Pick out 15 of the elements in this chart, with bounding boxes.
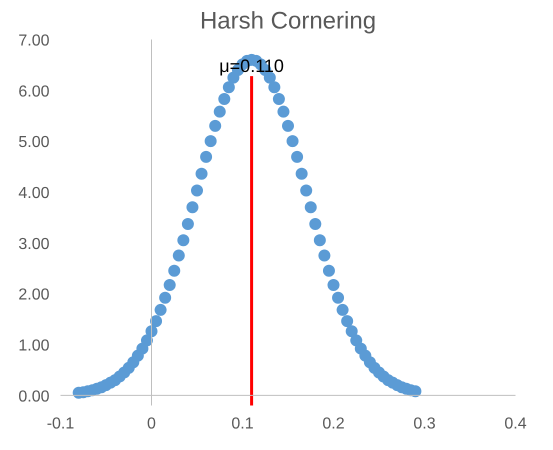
- y-tick-label: 4.00: [18, 185, 50, 202]
- y-tick-label: 7.00: [18, 32, 50, 50]
- y-tick-label: 3.00: [18, 236, 50, 253]
- x-tick-label: 0.4: [504, 416, 527, 432]
- y-tick-label: 5.00: [18, 134, 50, 152]
- y-tick-label: 0.00: [18, 388, 50, 406]
- x-tick-label: -0.1: [46, 416, 74, 432]
- x-tick-label: 0.3: [413, 416, 436, 432]
- x-tick-label: 0: [147, 416, 156, 432]
- chart-title: Harsh Cornering: [200, 8, 376, 34]
- y-tick-label: 6.00: [18, 83, 50, 100]
- y-tick-label: 1.00: [18, 338, 50, 354]
- x-tick-label: 0.2: [322, 416, 345, 432]
- y-tick-label: 2.00: [18, 286, 50, 304]
- x-tick-label: 0.1: [231, 416, 254, 432]
